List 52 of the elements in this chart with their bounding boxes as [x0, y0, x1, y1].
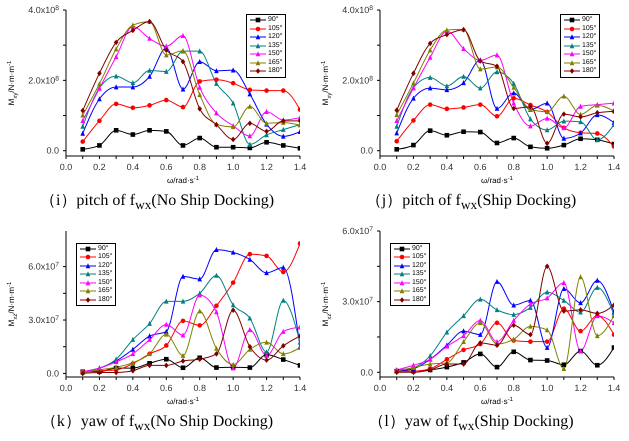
- x-tick-label: 0.4: [126, 382, 140, 392]
- text: （j）pitch of f$_{wx}$(Ship Docking): [364, 191, 578, 214]
- x-tick-label: 1.4: [608, 382, 620, 392]
- y-tick-label: 4.0x10$^{8}$: [342, 4, 374, 15]
- x-axis-title: ω/rad·s$^{-1}$: [480, 175, 514, 185]
- x-axis-title: ω/rad·s$^{-1}$: [480, 396, 514, 406]
- x-tick-label: 0.0: [60, 162, 72, 172]
- y-tick-label: 6.0x10$^{7}$: [28, 260, 60, 272]
- x-tick-label: 0.0: [374, 162, 386, 172]
- x-tick-label: 0.8: [193, 162, 206, 172]
- x-tick-label: 0.2: [93, 162, 106, 172]
- x-tick-label: 0.6: [160, 382, 173, 392]
- text: （i）pitch of f$_{wx}$(No Ship Docking): [38, 191, 276, 214]
- x-tick-label: 1.4: [608, 162, 620, 172]
- x-tick-label: 0.2: [93, 382, 106, 392]
- x-tick-label: 1.0: [226, 382, 240, 392]
- y-tick-label: 0.0: [360, 146, 373, 156]
- y-tick-label: 0.0: [46, 368, 59, 378]
- x-tick-label: 0.6: [474, 382, 487, 392]
- x-tick-label: 0.8: [193, 382, 206, 392]
- x-tick-label: 0.6: [474, 162, 487, 172]
- x-tick-label: 0.6: [160, 162, 173, 172]
- text: （k）yaw of f$_{wx}$(No Ship Docking): [40, 412, 274, 434]
- y-tick-label: 6.0x10$^{7}$: [342, 225, 374, 236]
- x-tick-label: 0.0: [374, 382, 386, 392]
- x-tick-label: 0.4: [126, 162, 140, 172]
- x-axis-title: ω/rad·s$^{-1}$: [166, 396, 200, 406]
- x-tick-label: 1.2: [574, 382, 587, 392]
- x-tick-label: 0.4: [440, 382, 454, 392]
- y-tick-label: 3.0x10$^{7}$: [28, 314, 60, 325]
- x-tick-label: 0.4: [440, 162, 454, 172]
- y-tick-label: 0.0: [360, 366, 373, 377]
- x-tick-label: 1.0: [540, 382, 554, 392]
- x-tick-label: 1.0: [540, 162, 554, 172]
- x-tick-label: 0.8: [507, 382, 520, 392]
- x-tick-label: 1.4: [294, 162, 306, 172]
- x-tick-label: 1.2: [260, 162, 273, 172]
- x-tick-label: 0.8: [507, 162, 520, 172]
- x-axis-title: ω/rad·s$^{-1}$: [166, 175, 200, 185]
- x-tick-label: 1.2: [260, 382, 273, 392]
- x-tick-label: 1.4: [294, 382, 306, 392]
- x-tick-label: 0.0: [60, 382, 72, 392]
- x-tick-label: 1.0: [226, 162, 240, 172]
- y-tick-label: 2.0x10$^{8}$: [28, 74, 60, 86]
- y-tick-label: 0.0: [46, 146, 59, 156]
- text: （l）yaw of f$_{wx}$(Ship Docking): [367, 412, 575, 434]
- y-tick-label: 4.0x10$^{8}$: [28, 4, 60, 15]
- y-tick-label: 2.0x10$^{8}$: [342, 74, 374, 86]
- x-tick-label: 1.2: [574, 162, 587, 172]
- x-tick-label: 0.2: [407, 162, 420, 172]
- y-tick-label: 3.0x10$^{7}$: [342, 296, 374, 306]
- x-tick-label: 0.2: [407, 382, 420, 392]
